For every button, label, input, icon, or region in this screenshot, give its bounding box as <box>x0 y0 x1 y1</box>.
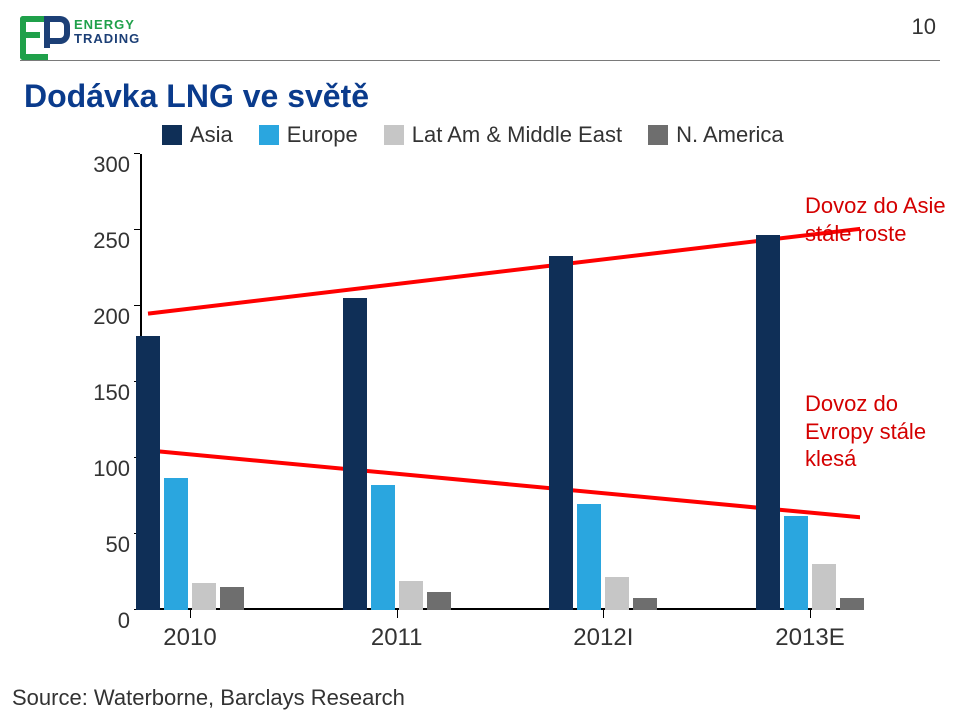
europe-anno: Dovoz doEvropy stáleklesá <box>805 390 926 473</box>
source-text: Source: Waterborne, Barclays Research <box>12 685 405 711</box>
annotation-line: Dovoz do Asie <box>805 192 946 220</box>
annotations: Dovoz do Asiestále roste Dovoz doEvropy s… <box>0 0 960 717</box>
asia-anno: Dovoz do Asiestále roste <box>805 192 946 247</box>
annotation-line: Dovoz do <box>805 390 926 418</box>
annotation-line: Evropy stále <box>805 418 926 446</box>
annotation-line: stále roste <box>805 220 946 248</box>
annotation-line: klesá <box>805 445 926 473</box>
